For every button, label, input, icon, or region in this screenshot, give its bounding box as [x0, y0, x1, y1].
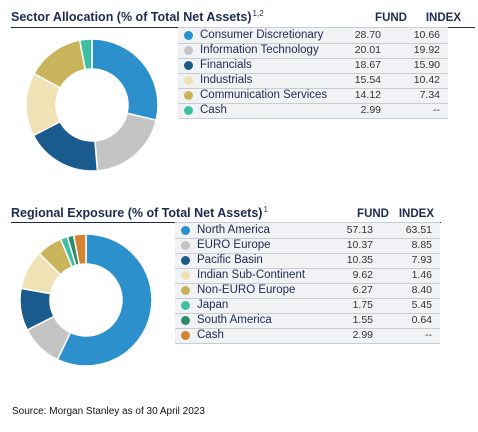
regional-fund-value-pacific-basin: 10.35 — [346, 254, 373, 266]
regional-label-indian-sub-continent: Indian Sub-Continent — [197, 269, 306, 281]
regional-index-value-pacific-basin: 7.93 — [411, 254, 432, 266]
regional-exposure-title: Regional Exposure (% of Total Net Assets… — [11, 205, 268, 220]
regional-index-value-north-america: 63.51 — [405, 224, 432, 236]
sector-row-information-technology: Information Technology 20.01 19.92 — [178, 43, 448, 59]
regional-label-south-america: South America — [197, 314, 272, 326]
sector-slice-cash — [78, 38, 93, 71]
regional-slice-north-america — [56, 233, 153, 367]
regional-label-north-america: North America — [197, 224, 270, 236]
regional-row-indian-sub-continent: Indian Sub-Continent 9.62 1.46 — [175, 268, 440, 284]
regional-index-value-indian-sub-continent: 1.46 — [411, 269, 432, 281]
regional-label-pacific-basin: Pacific Basin — [197, 254, 263, 266]
sector-legend-dot-financials — [184, 61, 193, 70]
sector-donut-chart — [25, 38, 159, 172]
regional-index-value-south-america: 0.64 — [411, 314, 432, 326]
sector-fund-value-consumer-discretionary: 28.70 — [354, 29, 381, 41]
sector-label-information-technology: Information Technology — [200, 44, 319, 56]
sector-index-value-cash: -- — [433, 104, 440, 116]
regional-fund-value-japan: 1.75 — [352, 299, 373, 311]
regional-row-japan: Japan 1.75 5.45 — [175, 298, 440, 314]
sector-index-value-industrials: 10.42 — [413, 74, 440, 86]
regional-exposure-title-text: Regional Exposure (% of Total Net Assets… — [11, 206, 263, 221]
sector-legend-dot-industrials — [184, 76, 193, 85]
sector-fund-value-financials: 18.67 — [354, 59, 381, 71]
sector-label-industrials: Industrials — [200, 74, 253, 86]
regional-legend-dot-non-euro-europe — [181, 286, 190, 295]
regional-row-euro-europe: EURO Europe 10.37 8.85 — [175, 238, 440, 254]
sector-row-cash: Cash 2.99 -- — [178, 103, 448, 119]
regional-legend-dot-japan — [181, 301, 190, 310]
sector-legend-dot-consumer-discretionary — [184, 31, 193, 40]
regional-exposure-footnote-ref: 1 — [263, 205, 268, 214]
regional-legend-dot-south-america — [181, 316, 190, 325]
sector-fund-header: FUND — [375, 12, 407, 24]
regional-row-pacific-basin: Pacific Basin 10.35 7.93 — [175, 253, 440, 269]
sector-index-value-consumer-discretionary: 10.66 — [413, 29, 440, 41]
sector-table: Consumer Discretionary 28.70 10.66 Informat… — [178, 27, 448, 119]
sector-index-header: INDEX — [425, 12, 461, 24]
regional-legend-dot-pacific-basin — [181, 256, 190, 265]
regional-donut-chart — [19, 233, 153, 367]
sector-label-consumer-discretionary: Consumer Discretionary — [200, 29, 324, 41]
regional-label-euro-europe: EURO Europe — [197, 239, 271, 251]
sector-allocation-title: Sector Allocation (% of Total Net Assets… — [11, 9, 264, 24]
sector-index-value-financials: 15.90 — [413, 59, 440, 71]
regional-table: North America 57.13 63.51 EURO Europe 10.37 8… — [175, 222, 440, 344]
sector-fund-value-cash: 2.99 — [360, 104, 381, 116]
regional-index-value-non-euro-europe: 8.40 — [411, 284, 432, 296]
sector-allocation-title-text: Sector Allocation (% of Total Net Assets… — [11, 10, 252, 25]
regional-label-cash: Cash — [197, 329, 224, 341]
sector-index-value-communication-services: 7.34 — [419, 89, 440, 101]
sector-allocation-footnote-ref: 1,2 — [252, 9, 264, 18]
regional-fund-value-euro-europe: 10.37 — [346, 239, 373, 251]
regional-fund-value-cash: 2.99 — [352, 329, 373, 341]
regional-row-south-america: South America 1.55 0.64 — [175, 313, 440, 329]
regional-index-value-cash: -- — [425, 329, 432, 341]
sector-index-value-information-technology: 19.92 — [413, 44, 440, 56]
sector-row-industrials: Industrials 15.54 10.42 — [178, 73, 448, 89]
sector-row-financials: Financials 18.67 15.90 — [178, 58, 448, 74]
regional-label-japan: Japan — [197, 299, 229, 311]
regional-label-non-euro-europe: Non-EURO Europe — [197, 284, 296, 296]
regional-row-cash: Cash 2.99 -- — [175, 328, 440, 344]
sector-fund-value-industrials: 15.54 — [354, 74, 381, 86]
regional-index-header: INDEX — [398, 208, 434, 220]
sector-row-consumer-discretionary: Consumer Discretionary 28.70 10.66 — [178, 28, 448, 44]
sector-slice-consumer-discretionary — [91, 38, 159, 122]
regional-legend-dot-north-america — [181, 226, 190, 235]
source-note: Source: Morgan Stanley as of 30 April 20… — [12, 406, 205, 417]
regional-row-north-america: North America 57.13 63.51 — [175, 223, 440, 239]
sector-legend-dot-communication-services — [184, 91, 193, 100]
regional-index-value-euro-europe: 8.85 — [411, 239, 432, 251]
sector-fund-value-information-technology: 20.01 — [354, 44, 381, 56]
regional-legend-dot-cash — [181, 331, 190, 340]
sector-legend-dot-cash — [184, 106, 193, 115]
sector-fund-value-communication-services: 14.12 — [354, 89, 381, 101]
regional-legend-dot-indian-sub-continent — [181, 271, 190, 280]
regional-legend-dot-euro-europe — [181, 241, 190, 250]
regional-fund-value-south-america: 1.55 — [352, 314, 373, 326]
regional-fund-value-non-euro-europe: 6.27 — [352, 284, 373, 296]
sector-label-cash: Cash — [200, 104, 227, 116]
sector-label-financials: Financials — [200, 59, 252, 71]
regional-slice-cash — [72, 233, 87, 266]
sector-slice-information-technology — [94, 112, 158, 172]
sector-label-communication-services: Communication Services — [200, 89, 328, 101]
regional-fund-value-indian-sub-continent: 9.62 — [352, 269, 373, 281]
sector-legend-dot-information-technology — [184, 46, 193, 55]
regional-fund-value-north-america: 57.13 — [346, 224, 373, 236]
regional-fund-header: FUND — [357, 208, 389, 220]
regional-index-value-japan: 5.45 — [411, 299, 432, 311]
regional-row-non-euro-europe: Non-EURO Europe 6.27 8.40 — [175, 283, 440, 299]
sector-row-communication-services: Communication Services 14.12 7.34 — [178, 88, 448, 104]
